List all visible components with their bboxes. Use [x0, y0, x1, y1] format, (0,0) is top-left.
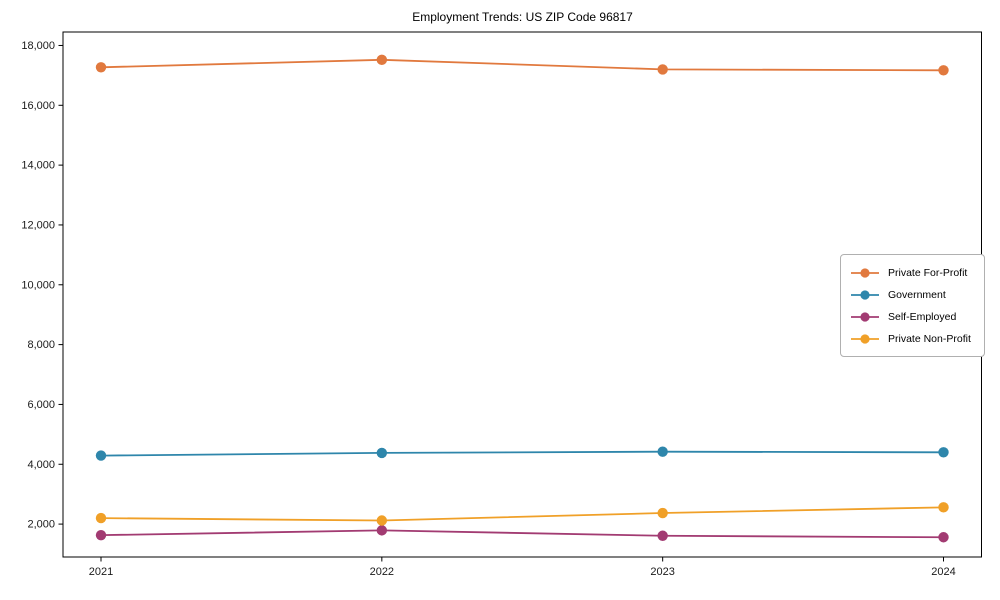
legend-item-private-for-profit: Private For-Profit — [850, 262, 976, 284]
y-axis: 2,000 4,000 6,000 8,000 10,000 12,000 14,000 16… — [21, 40, 63, 531]
data-point — [376, 515, 388, 526]
series-private-non-profit — [95, 502, 949, 526]
y-tick-label: 18,000 — [21, 40, 55, 52]
series-line — [100, 529, 944, 539]
x-axis: 2021 2022 2023 2024 — [89, 557, 956, 578]
y-tick-label: 14,000 — [21, 160, 55, 172]
series-self-employed — [95, 525, 949, 543]
legend-item-government: Government — [850, 284, 976, 306]
data-point — [95, 512, 107, 524]
legend-marker-icon — [851, 334, 879, 344]
series-government — [95, 446, 949, 461]
y-tick-label: 2,000 — [27, 519, 55, 531]
legend-label: Government — [888, 289, 946, 301]
legend-label: Private For-Profit — [888, 267, 968, 279]
data-point — [938, 447, 949, 458]
x-tick-label: 2023 — [650, 566, 674, 578]
y-tick-label: 16,000 — [21, 100, 55, 112]
y-tick-label: 12,000 — [21, 219, 55, 231]
data-point — [376, 525, 388, 536]
y-tick-label: 4,000 — [27, 459, 55, 471]
x-tick-label: 2024 — [931, 566, 955, 578]
data-point — [95, 62, 107, 73]
chart-title: Employment Trends: US ZIP Code 96817 — [412, 10, 633, 24]
series-line — [100, 58, 944, 72]
data-point — [938, 502, 949, 513]
legend-marker-icon — [851, 268, 879, 278]
data-point — [95, 450, 107, 461]
data-point — [657, 507, 668, 519]
data-point — [95, 529, 107, 541]
data-point — [938, 65, 949, 76]
data-point — [376, 447, 388, 459]
y-tick-label: 10,000 — [21, 279, 55, 291]
data-point — [657, 530, 668, 541]
y-tick-label: 6,000 — [27, 399, 55, 411]
legend-label: Private Non-Profit — [888, 333, 971, 345]
data-point — [657, 64, 668, 75]
legend-marker-icon — [851, 312, 879, 322]
series-line — [100, 506, 944, 522]
data-point — [938, 532, 949, 543]
legend: Private For-Profit Government Self-Employe… — [840, 254, 985, 357]
legend-label: Self-Employed — [888, 311, 957, 323]
series-private-for-profit — [95, 54, 949, 76]
x-tick-label: 2021 — [89, 566, 113, 578]
series-line — [100, 450, 944, 457]
y-tick-label: 8,000 — [27, 339, 55, 351]
data-point — [376, 54, 388, 66]
legend-marker-icon — [851, 290, 879, 300]
data-point — [657, 446, 668, 457]
legend-item-private-non-profit: Private Non-Profit — [850, 328, 976, 350]
x-tick-label: 2022 — [370, 566, 394, 578]
legend-item-self-employed: Self-Employed — [850, 306, 976, 328]
